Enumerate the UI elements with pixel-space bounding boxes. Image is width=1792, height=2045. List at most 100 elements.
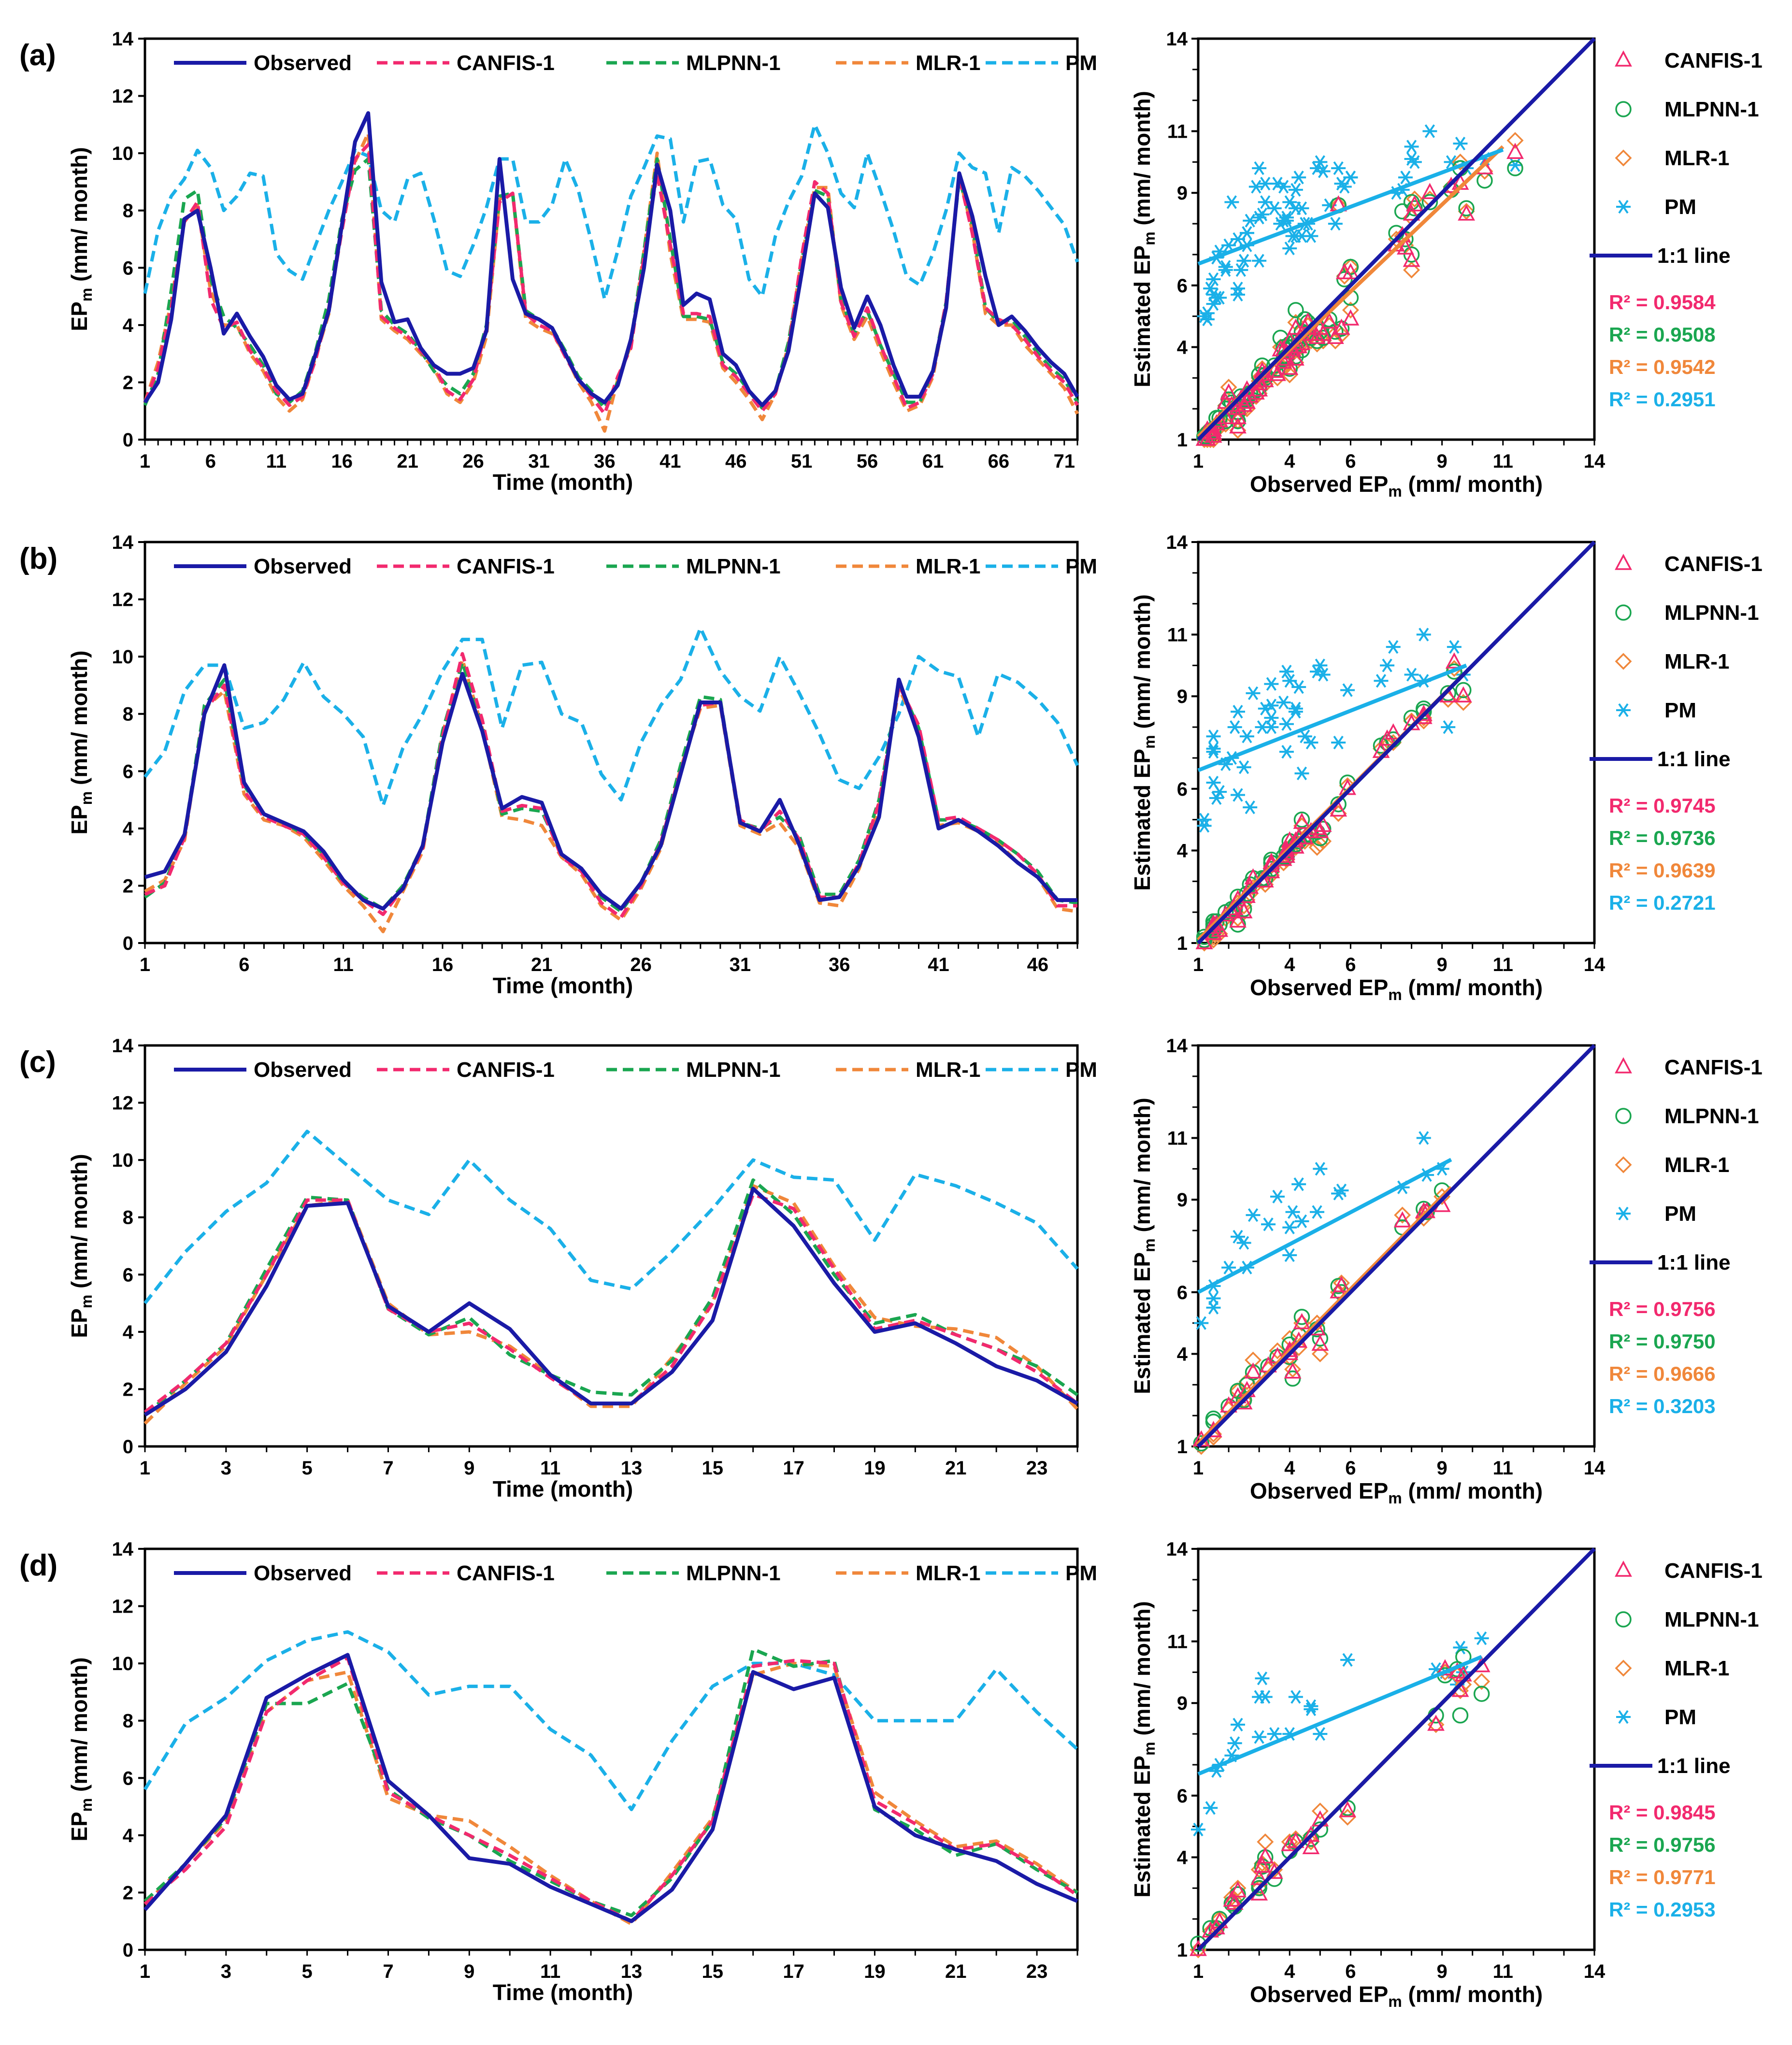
point-pm [1616,703,1631,717]
y-axis-title: Estimated EPm (mm/ month) [1130,91,1158,387]
point-pm-stroke [1226,195,1237,209]
point-pm-stroke [1235,263,1246,277]
point-mlpnn-1 [1455,682,1472,699]
point-pm-stroke [1208,775,1219,790]
trend-line-models [1197,1186,1453,1445]
y-tick-label: 4 [1177,840,1188,861]
series-line-canfis-1 [143,143,1079,416]
x-axis-title: Time (month) [493,973,633,998]
point-canfis-1 [1293,1313,1311,1330]
one-to-one-line [1197,1044,1596,1448]
point-pm-stroke [1300,729,1310,744]
point-pm-stroke [1205,1801,1216,1815]
point-canfis-1 [1293,813,1311,829]
point-pm-stroke [1296,766,1307,780]
y-tick-label: 0 [123,1940,133,1961]
point-pm [1236,1236,1251,1250]
y-tick-label: 6 [123,1768,133,1789]
point-mlr-1 [1257,1833,1274,1851]
point-pm-stroke [1281,665,1292,679]
y-tick-label: 0 [123,1436,133,1458]
point-pm [1258,176,1273,191]
x-tick-label: 4 [1284,1961,1295,1982]
point-canfis-1 [1302,1838,1320,1855]
plot-frame [143,1547,1079,1951]
y-tick-label: 14 [112,532,134,553]
point-pm-stroke [1247,686,1259,700]
y-axis-title-part: (mm/ month) [1130,1601,1155,1742]
point-pm-stroke [1388,640,1399,654]
point-pm-stroke [1211,791,1222,805]
point-mlr-1 [1311,1345,1329,1362]
y-tick-label: 10 [112,1150,134,1171]
y-tick-label: 14 [1166,1035,1188,1057]
point-pm [1340,683,1355,697]
x-tick-label: 1 [140,954,150,975]
y-tick-label: 14 [1166,29,1188,50]
scatter-legend: CANFIS-1 MLPNN-1 MLR-1 PM 1:1 line R² = 0.958… [1590,49,1763,411]
y-tick-label: 10 [112,1653,134,1674]
legend-label-one-to-one: 1:1 line [1657,1251,1731,1274]
point-mlr-1 [1342,301,1359,319]
point-pm [1453,1641,1468,1655]
point-canfis-1 [1253,1856,1271,1873]
point-mlr-1 [1394,1206,1411,1224]
point-canfis-1 [1326,328,1344,344]
point-pm [1276,695,1291,710]
legend-label-mlr-1: MLR-1 [916,1561,980,1585]
point-canfis-1 [1615,1560,1632,1577]
point-pm-stroke [1214,291,1225,305]
x-tick-label: 26 [462,451,484,472]
point-canfis-1 [1333,318,1350,335]
point-pm-stroke [1233,1717,1243,1732]
point-canfis-1 [1241,386,1259,403]
point-pm-stroke [1336,176,1347,191]
panel-label: (b) [19,542,57,575]
y-axis-title-part: (mm/ month) [67,147,92,287]
series-line-pm [143,123,1079,301]
one-to-one-line [1197,1547,1596,1951]
point-mlr-1 [1293,1315,1310,1332]
y-tick-label: 4 [123,1825,134,1846]
point-pm-stroke [1266,677,1277,691]
point-pm-stroke [1223,1260,1234,1274]
point-pm [1422,124,1437,138]
point-canfis-1 [1403,204,1420,221]
point-canfis-1 [1308,328,1326,344]
x-tick-label: 4 [1284,954,1295,975]
y-tick-label: 8 [123,704,133,725]
y-tick-label: 12 [112,589,134,611]
point-mlpnn-1 [1615,1611,1632,1628]
x-tick-label: 1 [1193,451,1204,472]
point-pm-stroke [1336,1183,1347,1198]
r2-label-mlpnn-1: R² = 0.9756 [1609,1833,1716,1856]
series-line-observed [144,663,1077,911]
point-pm-stroke [1205,282,1216,296]
point-pm [1297,729,1312,744]
y-tick-label: 2 [123,875,133,897]
point-pm-stroke [1618,703,1629,717]
point-pm [1231,282,1245,296]
x-tick-label: 16 [331,451,353,472]
point-mlr-1 [1615,1659,1632,1677]
point-pm-stroke [1618,1710,1629,1724]
y-tick-label: 6 [1177,275,1188,297]
point-pm-stroke [1290,701,1301,715]
point-pm [1231,1717,1245,1732]
y-axis-title-part: (mm/ month) [1130,1098,1155,1238]
point-pm-stroke [1254,161,1264,175]
point-pm [1288,229,1303,243]
y-tick-label: 14 [112,1035,134,1057]
point-pm-stroke [1281,745,1292,759]
series-line-mlpnn-1 [143,157,1079,410]
y-tick-label: 6 [123,1264,133,1286]
point-pm [1310,665,1324,679]
point-canfis-1 [1226,1893,1244,1910]
point-pm-stroke [1293,171,1304,185]
y-tick-label: 12 [112,86,134,107]
x-tick-label: 11 [1493,954,1513,975]
legend-label-observed: Observed [254,555,352,578]
x-tick-label: 21 [945,1458,967,1479]
legend-label-canfis-1: CANFIS-1 [457,1058,555,1082]
plot-frame [143,541,1079,944]
